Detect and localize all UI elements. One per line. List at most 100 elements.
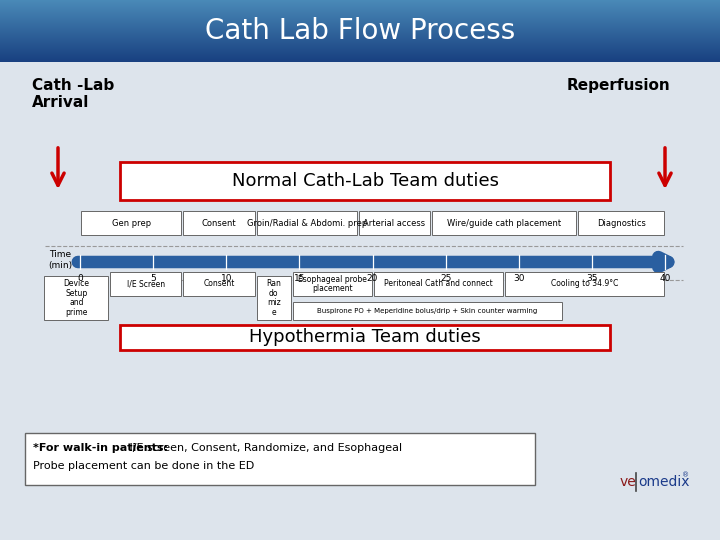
Text: Hypothermia Team duties: Hypothermia Team duties <box>249 328 481 347</box>
Bar <box>0 17 720 18</box>
Bar <box>0 1 720 2</box>
Bar <box>0 52 720 53</box>
Bar <box>0 39 720 40</box>
Text: Cath -Lab
Arrival: Cath -Lab Arrival <box>32 78 114 110</box>
Bar <box>0 59 720 60</box>
Bar <box>45 276 108 320</box>
Bar <box>0 0 720 1</box>
Bar <box>0 20 720 21</box>
Text: Cath Lab Flow Process: Cath Lab Flow Process <box>205 17 515 45</box>
Text: 30: 30 <box>513 274 524 283</box>
Bar <box>0 25 720 26</box>
Bar <box>0 43 720 44</box>
Bar <box>256 276 291 320</box>
Bar <box>293 302 562 320</box>
Text: omedix: omedix <box>638 475 690 489</box>
Text: 0: 0 <box>77 274 83 283</box>
Bar <box>0 48 720 49</box>
Bar <box>0 27 720 28</box>
Bar <box>0 19 720 20</box>
Bar <box>0 32 720 33</box>
Bar <box>0 12 720 13</box>
Bar <box>0 31 720 32</box>
Bar <box>0 56 720 57</box>
Bar <box>505 272 664 296</box>
Bar <box>0 57 720 58</box>
Bar <box>0 49 720 50</box>
Bar <box>0 7 720 8</box>
Bar <box>0 45 720 46</box>
Text: Consent: Consent <box>203 280 235 288</box>
Bar <box>0 16 720 17</box>
Text: 35: 35 <box>586 274 598 283</box>
Bar <box>0 29 720 30</box>
Bar <box>0 51 720 52</box>
Bar <box>0 50 720 51</box>
Text: 5: 5 <box>150 274 156 283</box>
Bar <box>0 30 720 31</box>
Text: Time
(min): Time (min) <box>48 251 72 269</box>
Bar <box>0 6 720 7</box>
Bar <box>0 9 720 10</box>
Text: Wire/guide cath placement: Wire/guide cath placement <box>447 219 561 227</box>
Text: Consent: Consent <box>202 219 236 227</box>
Bar <box>0 14 720 15</box>
Bar <box>0 18 720 19</box>
Bar <box>0 41 720 42</box>
Bar <box>0 58 720 59</box>
Text: Gen prep: Gen prep <box>112 219 150 227</box>
Bar <box>293 272 372 296</box>
Text: I/E Screen: I/E Screen <box>127 280 165 288</box>
Bar <box>0 60 720 61</box>
Bar <box>359 211 430 235</box>
Bar <box>0 38 720 39</box>
Bar <box>256 211 357 235</box>
Bar <box>110 272 181 296</box>
Bar <box>0 11 720 12</box>
Bar <box>0 44 720 45</box>
Bar <box>0 10 720 11</box>
Bar <box>0 21 720 22</box>
Bar <box>0 40 720 41</box>
Text: Normal Cath-Lab Team duties: Normal Cath-Lab Team duties <box>232 172 498 190</box>
Text: Cooling to 34.9°C: Cooling to 34.9°C <box>551 280 618 288</box>
Bar <box>120 162 610 200</box>
Text: 20: 20 <box>366 274 378 283</box>
Text: Device
Setup
and
prime: Device Setup and prime <box>63 279 89 317</box>
Text: Diagnostics: Diagnostics <box>597 219 646 227</box>
Bar <box>0 23 720 24</box>
Text: I/E screen, Consent, Randomize, and Esophageal: I/E screen, Consent, Randomize, and Esop… <box>126 443 402 453</box>
Bar <box>0 42 720 43</box>
Bar <box>0 15 720 16</box>
Bar <box>0 35 720 36</box>
Text: 25: 25 <box>440 274 451 283</box>
Bar <box>578 211 664 235</box>
Bar <box>0 22 720 23</box>
Bar <box>0 53 720 54</box>
Bar <box>0 46 720 47</box>
Bar <box>0 24 720 25</box>
Text: *For walk-in patients:: *For walk-in patients: <box>33 443 168 453</box>
Text: Arterial access: Arterial access <box>364 219 426 227</box>
Bar <box>0 34 720 35</box>
Bar <box>184 211 254 235</box>
Bar <box>0 2 720 3</box>
Bar <box>0 3 720 4</box>
Bar <box>0 8 720 9</box>
Text: ®: ® <box>682 472 689 478</box>
Text: 10: 10 <box>220 274 232 283</box>
Bar <box>0 5 720 6</box>
Bar <box>0 47 720 48</box>
Bar <box>81 211 181 235</box>
Bar <box>0 33 720 34</box>
Text: Reperfusion: Reperfusion <box>566 78 670 93</box>
Text: Peritoneal Cath and connect: Peritoneal Cath and connect <box>384 280 492 288</box>
Text: Probe placement can be done in the ED: Probe placement can be done in the ED <box>33 461 254 471</box>
Bar <box>184 272 254 296</box>
Bar <box>0 13 720 14</box>
Bar <box>25 433 535 485</box>
Text: Groin/Radial & Abdomi. prep: Groin/Radial & Abdomi. prep <box>246 219 366 227</box>
Bar <box>0 61 720 62</box>
Text: ve: ve <box>620 475 636 489</box>
Bar <box>432 211 576 235</box>
